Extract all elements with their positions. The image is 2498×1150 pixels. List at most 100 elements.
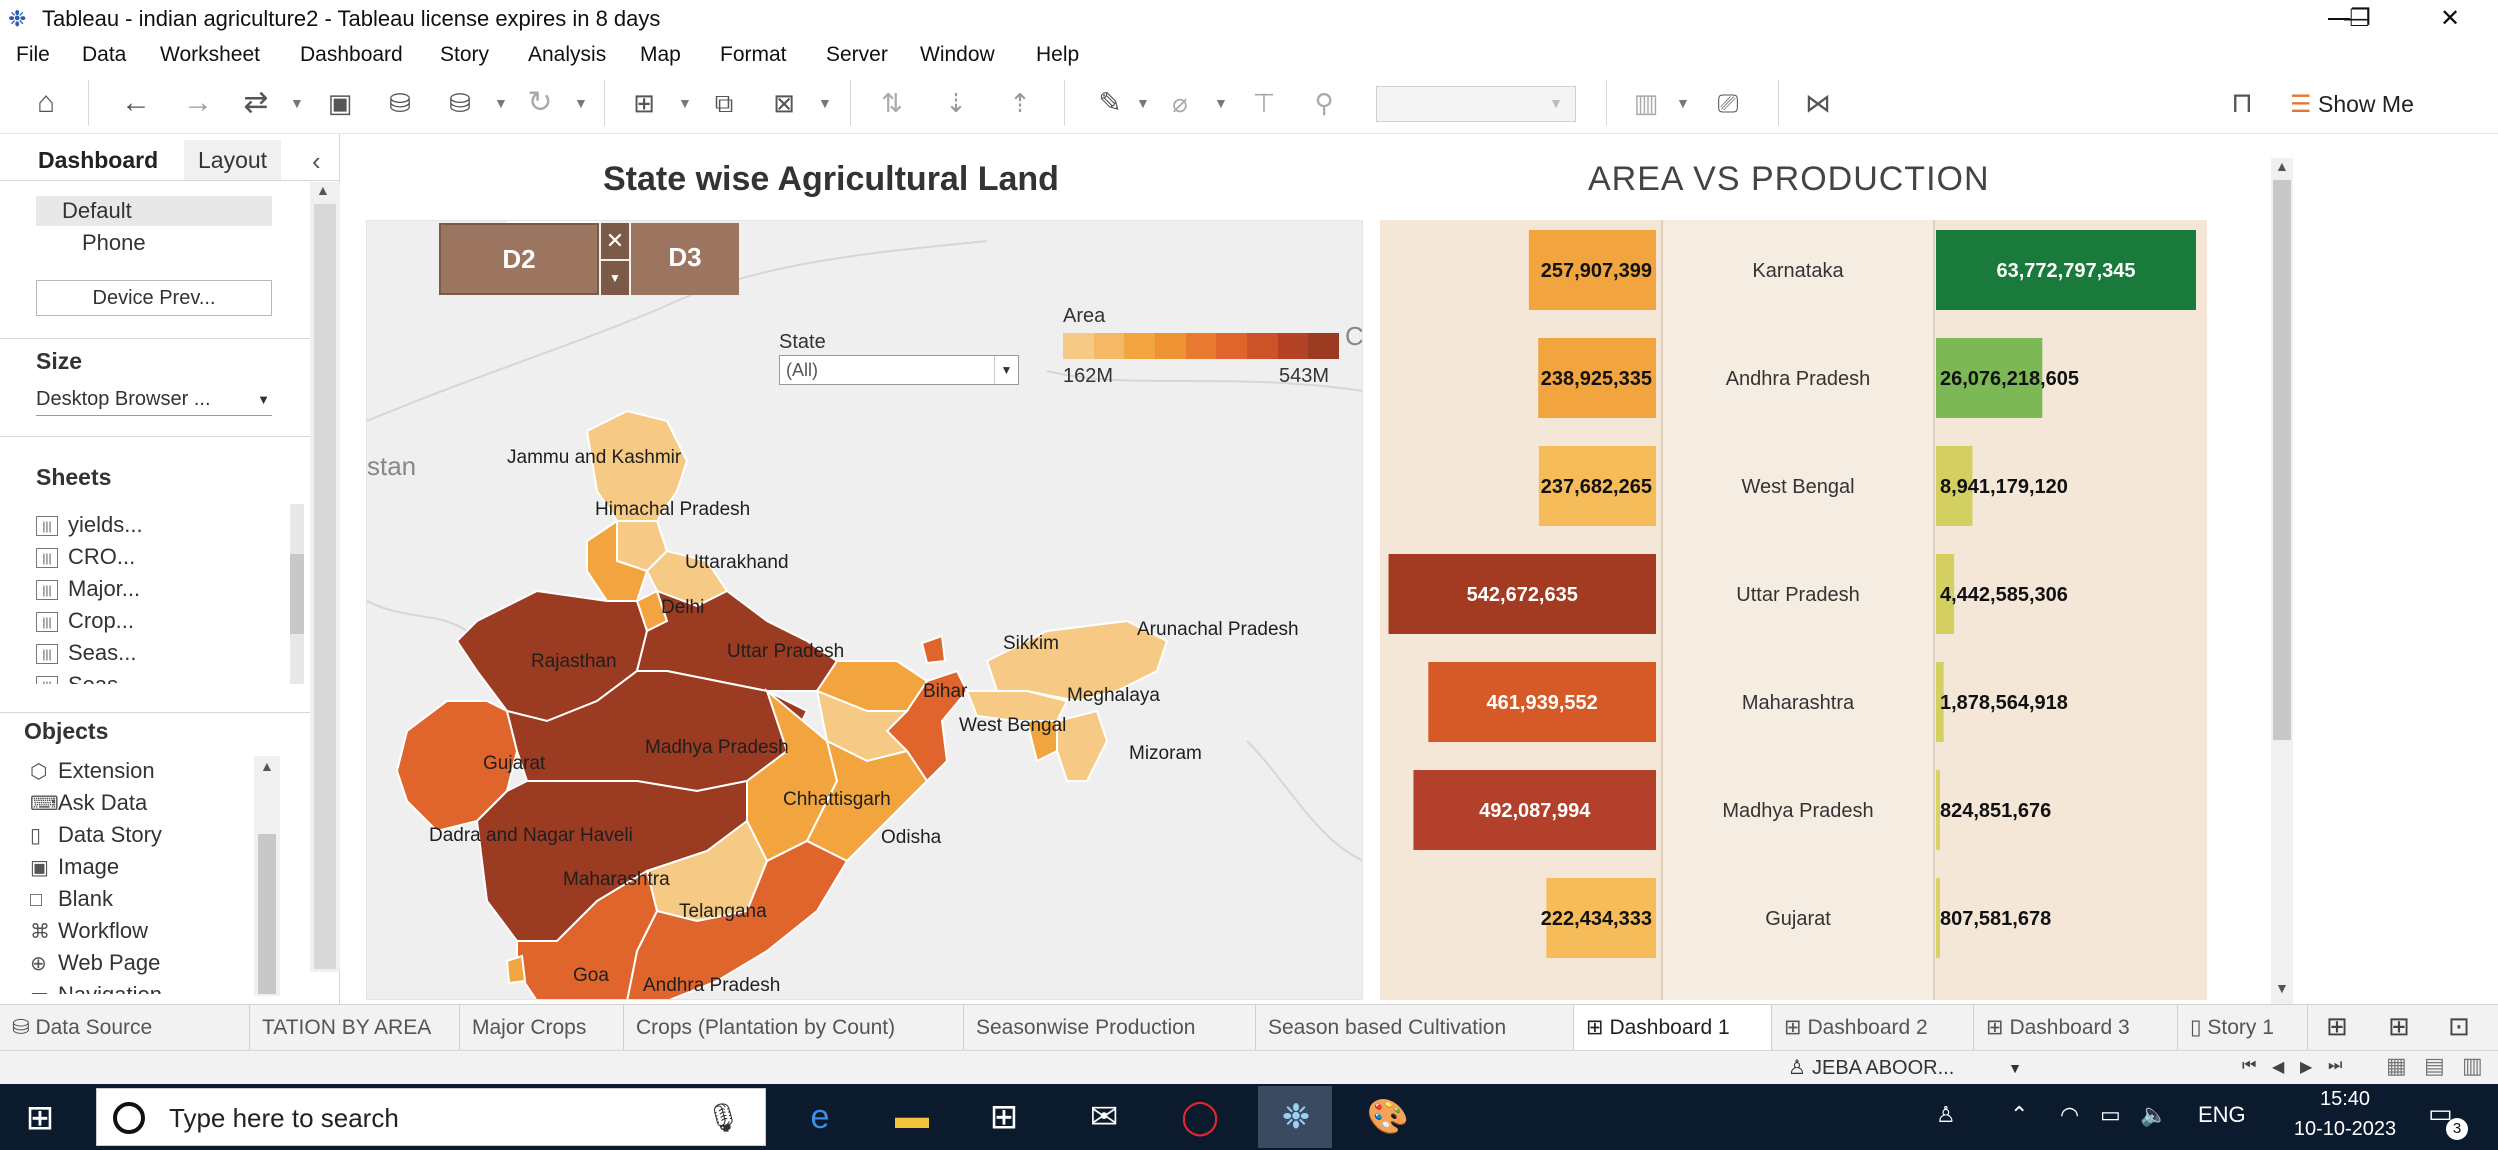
object-image[interactable]: ▣ Image	[30, 852, 119, 882]
sort-ascending-icon[interactable]: ⇣	[945, 88, 967, 118]
area-bar[interactable]	[1428, 662, 1656, 742]
sheet-item[interactable]: ||| Crop...	[36, 606, 134, 636]
swap-rows-columns-icon[interactable]: ⇅	[881, 88, 903, 118]
device-default[interactable]: Default	[36, 196, 272, 226]
device-preview-button[interactable]: Device Prev...	[36, 280, 272, 316]
highlight-dropdown-icon[interactable]: ▼	[1136, 95, 1150, 111]
drill-d3-button[interactable]: D3	[631, 223, 739, 295]
refresh-dropdown-icon[interactable]: ▼	[574, 95, 588, 111]
scroll-up-icon[interactable]: ▲	[2275, 158, 2289, 174]
dashboard-scroll-thumb[interactable]	[2273, 180, 2291, 740]
tab-season-based-cultivation[interactable]: Season based Cultivation	[1256, 1005, 1574, 1051]
state-odisha[interactable]	[805, 739, 929, 863]
object-web-page[interactable]: ⊕ Web Page	[30, 948, 160, 978]
sheet-item[interactable]: ||| CRO...	[36, 542, 135, 572]
clock-date[interactable]: 10-10-2023	[2293, 1118, 2397, 1140]
share-icon[interactable]: ⋈	[1805, 88, 1831, 118]
sheet-item[interactable]: ||| Seas...	[36, 638, 136, 668]
close-icon[interactable]: ✕	[601, 223, 629, 259]
area-bar[interactable]	[1388, 554, 1656, 634]
replace-data-dropdown-icon[interactable]: ▼	[290, 95, 304, 111]
show-hidden-icons-icon[interactable]: ⌃	[2010, 1102, 2029, 1127]
taskbar-search-box[interactable]: Type here to search 🎙	[96, 1088, 766, 1146]
menu-worksheet[interactable]: Worksheet	[160, 43, 260, 66]
scroll-up-icon[interactable]: ▲	[260, 758, 274, 774]
replace-data-icon[interactable]: ⇄	[243, 86, 269, 119]
tab-story-1[interactable]: ▯ Story 1	[2178, 1005, 2308, 1051]
sheet-item[interactable]: ||| Seas...	[36, 670, 136, 684]
production-bar[interactable]	[1936, 446, 1973, 526]
volume-icon[interactable]: 🔈	[2140, 1102, 2168, 1127]
tab-dashboard-3[interactable]: ⊞ Dashboard 3	[1974, 1005, 2178, 1051]
save-icon[interactable]: ▣	[327, 88, 353, 118]
area-bar[interactable]	[1538, 338, 1656, 418]
tab-dashboard-2[interactable]: ⊞ Dashboard 2	[1772, 1005, 1974, 1051]
production-bar[interactable]	[1936, 878, 1940, 958]
object-extension[interactable]: ⬡ Extension	[30, 756, 155, 786]
area-bar[interactable]	[1413, 770, 1656, 850]
pause-dropdown-icon[interactable]: ▼	[494, 95, 508, 111]
device-phone[interactable]: Phone	[82, 230, 146, 255]
new-data-source-icon[interactable]: ⛁	[389, 88, 411, 118]
menu-help[interactable]: Help	[1036, 43, 1080, 66]
tab-seasonwise-production[interactable]: Seasonwise Production	[964, 1005, 1256, 1051]
state-goa[interactable]	[505, 954, 527, 985]
sheets-scroll-thumb[interactable]	[290, 554, 304, 634]
size-dropdown[interactable]: Desktop Browser ... ▼	[36, 388, 272, 416]
mail-icon[interactable]: ✉	[1089, 1098, 1119, 1136]
drill-d2-button[interactable]: D2	[439, 223, 599, 295]
menu-server[interactable]: Server	[826, 43, 888, 66]
production-bar[interactable]	[1936, 230, 2196, 310]
new-story-icon[interactable]: ⊡	[2448, 1011, 2470, 1041]
menu-file[interactable]: File	[16, 43, 50, 66]
sheet-item[interactable]: ||| Major...	[36, 574, 140, 604]
next-sheet-icon[interactable]: ▶	[2300, 1059, 2313, 1076]
show-tabs-icon[interactable]: ▥	[2462, 1053, 2483, 1078]
area-bar[interactable]	[1538, 446, 1656, 526]
new-dashboard-icon[interactable]: ⊞	[2388, 1011, 2410, 1041]
microsoft-store-icon[interactable]: ⊞	[989, 1098, 1019, 1136]
production-bar[interactable]	[1936, 662, 1944, 742]
edge-browser-icon[interactable]: e	[810, 1098, 830, 1136]
object-workflow[interactable]: ⌘ Workflow	[30, 916, 148, 946]
group-members-icon[interactable]: ⌀	[1172, 88, 1188, 118]
scroll-down-icon[interactable]: ▼	[2275, 980, 2289, 996]
pane-scroll-thumb[interactable]	[314, 204, 336, 969]
chevron-down-icon[interactable]: ▼	[601, 261, 629, 295]
state-filter-dropdown[interactable]: (All) ▼	[779, 355, 1019, 385]
redo-icon[interactable]: →	[183, 86, 213, 119]
tab-data-source[interactable]: ⛁ Data Source	[0, 1005, 250, 1051]
india-map[interactable]: stan Cl Jammu and Kashmir Himachal Prade…	[366, 220, 1363, 1000]
menu-format[interactable]: Format	[720, 43, 787, 66]
battery-icon[interactable]: ▭	[2100, 1102, 2121, 1127]
menu-map[interactable]: Map	[640, 43, 681, 66]
clock-time[interactable]: 15:40	[2319, 1088, 2371, 1110]
show-filmstrip-icon[interactable]: ▦	[2386, 1053, 2407, 1078]
pause-updates-icon[interactable]: ⛁	[449, 88, 471, 118]
collapse-pane-icon[interactable]: ‹	[312, 146, 321, 176]
tab-crops-plantation-by-count[interactable]: Crops (Plantation by Count)	[624, 1005, 964, 1051]
menu-data[interactable]: Data	[82, 43, 127, 66]
object-navigation[interactable]: ▭Navigation	[30, 980, 162, 994]
state-andhra-pradesh[interactable]	[626, 839, 849, 1000]
restore-button[interactable]: ❐	[2349, 5, 2371, 32]
tab-dashboard[interactable]: Dashboard	[24, 140, 173, 180]
highlight-icon[interactable]: ✎	[1098, 87, 1122, 118]
microphone-icon[interactable]: 🎙	[705, 1102, 741, 1133]
show-labels-icon[interactable]: ⊤	[1252, 88, 1276, 118]
tooltip-icon[interactable]: ⊓	[2231, 87, 2253, 118]
tab-plantation-by-area[interactable]: TATION BY AREA	[250, 1005, 460, 1051]
menu-dashboard[interactable]: Dashboard	[300, 43, 403, 66]
sheet-item[interactable]: ||| yields...	[36, 510, 143, 540]
home-icon[interactable]: ⌂	[36, 86, 56, 119]
refresh-icon[interactable]: ↻	[527, 86, 553, 119]
fix-axes-icon[interactable]: ⚲	[1314, 88, 1334, 118]
show-me-button[interactable]: ☰ Show Me	[2290, 86, 2470, 122]
menu-story[interactable]: Story	[440, 43, 490, 66]
file-explorer-icon[interactable]: ▬	[895, 1098, 929, 1136]
user-menu[interactable]: ♙ JEBA ABOOR... ▼	[1782, 1053, 2022, 1083]
tab-layout[interactable]: Layout	[184, 140, 282, 180]
new-worksheet-icon[interactable]: ⊞	[633, 88, 655, 118]
undo-icon[interactable]: ←	[121, 86, 151, 119]
area-bar[interactable]	[1528, 230, 1656, 310]
